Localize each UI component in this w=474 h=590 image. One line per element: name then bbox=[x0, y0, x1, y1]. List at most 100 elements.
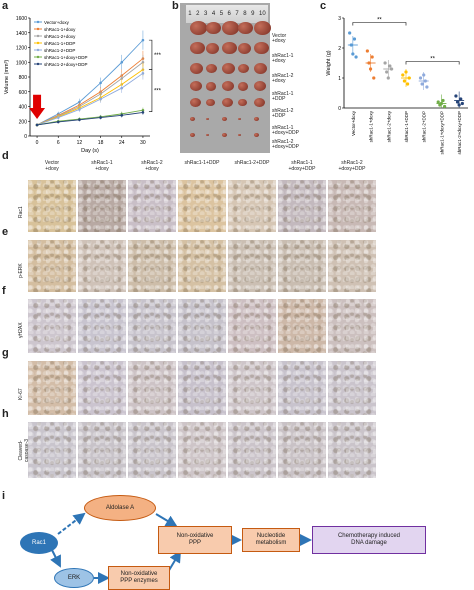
ihc-image-tile bbox=[178, 180, 226, 232]
data-point bbox=[455, 100, 460, 104]
ruler-number: 5 bbox=[219, 11, 224, 17]
aldolase-node: Aldolase A bbox=[84, 495, 156, 521]
ruler-number: 9 bbox=[251, 11, 255, 17]
data-point bbox=[406, 82, 410, 86]
legend-marker bbox=[36, 48, 40, 52]
panel-b-label: b bbox=[172, 0, 179, 12]
ruler-number: 8 bbox=[243, 11, 247, 17]
y-tick-label: 600 bbox=[19, 90, 28, 96]
data-point bbox=[459, 97, 463, 101]
data-point bbox=[402, 79, 406, 83]
tumor-sample bbox=[238, 117, 241, 121]
tumor-sample bbox=[238, 21, 253, 35]
ihc-image-tile bbox=[178, 422, 226, 478]
legend-marker bbox=[36, 27, 40, 31]
tumor-sample bbox=[190, 132, 195, 137]
data-point bbox=[78, 118, 81, 122]
category-label: shRac1-2+DDP bbox=[422, 111, 427, 142]
tumor-sample bbox=[254, 41, 269, 55]
ihc-image-tile bbox=[278, 299, 326, 353]
tumor-sample bbox=[222, 81, 234, 92]
ihc-column-label: shRac1-1 +doxy+DDP bbox=[288, 160, 316, 172]
significance-label: *** bbox=[154, 88, 162, 94]
ihc-column-label: shRac1-2 +doxy bbox=[141, 160, 163, 172]
ihc-row-label: p-ERK bbox=[18, 263, 24, 278]
chart-a-volume: 0 200 400 600 800 1000 1200 1400 1600 0 6 12 18 24 30 D… bbox=[4, 16, 162, 154]
legend-entry: shRac1-2+doxy+DDP bbox=[44, 62, 88, 67]
data-point bbox=[425, 85, 429, 89]
y-tick-label: 1200 bbox=[16, 46, 27, 52]
tumor-sample bbox=[206, 63, 217, 73]
data-point bbox=[35, 123, 39, 127]
category-label: shRac1-2+doxy bbox=[386, 110, 391, 142]
ruler-number: 3 bbox=[203, 11, 208, 17]
ihc-image-tile bbox=[78, 299, 126, 353]
chemo-node: Chemotherapy induced DNA damage bbox=[312, 526, 426, 554]
data-point bbox=[365, 49, 369, 53]
ihc-image-tile bbox=[28, 361, 76, 415]
data-point bbox=[99, 116, 102, 119]
legend-marker bbox=[36, 34, 40, 38]
pathway-diagram-arrows bbox=[50, 512, 312, 584]
data-point bbox=[420, 82, 424, 86]
legend-marker bbox=[36, 41, 40, 45]
ihc-image-tile bbox=[228, 422, 276, 478]
tumor-sample bbox=[254, 62, 267, 74]
panel-g-label: g bbox=[2, 347, 9, 359]
x-axis-label: Day (s) bbox=[81, 148, 99, 154]
ruler-number: 4 bbox=[211, 11, 216, 17]
tumor-sample bbox=[190, 97, 201, 107]
panel-f-label: f bbox=[2, 285, 6, 297]
ruler-number: 2 bbox=[196, 11, 200, 17]
category-label: shRac1-2+doxy+DDP bbox=[457, 111, 462, 155]
data-point bbox=[141, 72, 145, 75]
ihc-image-tile bbox=[228, 180, 276, 232]
x-tick-label: 24 bbox=[119, 140, 125, 146]
data-point bbox=[120, 86, 124, 90]
series-line bbox=[36, 69, 144, 126]
ihc-image-tile bbox=[228, 299, 276, 353]
tumor-row-label: shRac1-2 +DDP bbox=[272, 108, 294, 119]
data-point bbox=[401, 73, 405, 77]
y-tick-label: 2 bbox=[338, 46, 341, 52]
panel-c-label: c bbox=[320, 0, 327, 12]
rac1-node: Rac1 bbox=[20, 532, 58, 554]
data-point bbox=[454, 94, 458, 98]
ruler-number: 10 bbox=[258, 11, 266, 17]
data-point bbox=[383, 61, 387, 65]
ihc-image-tile bbox=[128, 299, 176, 353]
enzymes-node: Non-oxidative PPP enzymes bbox=[108, 566, 170, 590]
data-point bbox=[99, 81, 102, 85]
ihc-image-tile bbox=[228, 240, 276, 292]
ruler-number: 1 bbox=[188, 11, 192, 17]
ihc-image-tile bbox=[28, 180, 76, 232]
significance-bracket bbox=[148, 69, 153, 112]
tumor-sample bbox=[206, 21, 221, 35]
tumor-sample bbox=[190, 62, 203, 74]
ihc-image-tile bbox=[78, 422, 126, 478]
y-tick-label: 1600 bbox=[16, 16, 27, 22]
panel-h-label: h bbox=[2, 408, 9, 420]
data-point bbox=[460, 101, 464, 106]
panel-a-label: a bbox=[2, 0, 9, 12]
red-arrow-icon bbox=[29, 94, 46, 120]
ihc-image-tile bbox=[128, 180, 176, 232]
tumor-sample bbox=[190, 116, 195, 121]
data-point bbox=[436, 100, 440, 104]
tumor-sample bbox=[206, 82, 216, 91]
tumor-sample bbox=[238, 82, 248, 91]
x-tick-label: 12 bbox=[77, 140, 83, 146]
ihc-image-tile bbox=[78, 361, 126, 415]
ihc-image-tile bbox=[328, 299, 376, 353]
legend-entry: shRac1-1+doxy bbox=[44, 27, 76, 32]
legend-entry: shRac1-1+doxy+DDP bbox=[44, 55, 88, 60]
legend-entry: shRac1-1+DDP bbox=[44, 41, 75, 46]
ihc-image-tile bbox=[278, 240, 326, 292]
series-line bbox=[36, 109, 144, 126]
ihc-image-tile bbox=[278, 422, 326, 478]
ihc-image-tile bbox=[278, 361, 326, 415]
tumor-photo: 1 2 3 4 5 6 7 8 9 10 bbox=[180, 3, 271, 153]
category-label: shRac1-1+DDP bbox=[404, 111, 409, 142]
tumor-sample bbox=[190, 20, 207, 35]
significance-label: *** bbox=[154, 53, 162, 59]
